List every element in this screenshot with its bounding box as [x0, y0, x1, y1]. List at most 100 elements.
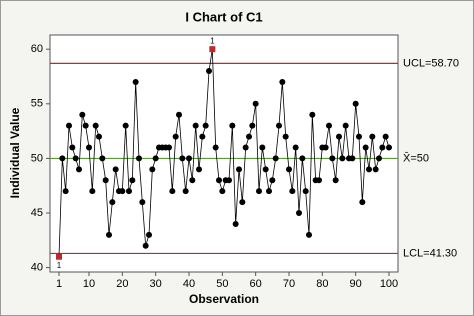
- data-point: [212, 144, 219, 151]
- data-point: [102, 177, 109, 184]
- data-point: [366, 166, 372, 173]
- data-point: [189, 177, 196, 184]
- data-point: [216, 177, 222, 184]
- data-point: [342, 122, 349, 129]
- data-point: [306, 231, 312, 238]
- data-point: [226, 177, 232, 184]
- data-point: [286, 166, 292, 173]
- data-point: [362, 144, 369, 151]
- flagged-point: [56, 253, 62, 260]
- data-point: [349, 155, 356, 162]
- x-tick-label: 60: [250, 278, 262, 290]
- data-point: [352, 100, 359, 107]
- data-point: [272, 155, 279, 162]
- data-point: [302, 188, 309, 195]
- data-point: [146, 231, 152, 238]
- data-point: [86, 144, 92, 151]
- data-point: [76, 166, 82, 173]
- data-point: [92, 122, 99, 129]
- data-point: [106, 231, 112, 238]
- data-point: [176, 111, 182, 118]
- data-point: [112, 166, 119, 173]
- data-line: [58, 49, 390, 257]
- plot-area: [49, 34, 399, 273]
- data-point: [119, 188, 126, 195]
- data-point: [62, 188, 69, 195]
- x-tick-label: 10: [83, 278, 95, 290]
- data-point: [376, 155, 382, 162]
- data-point: [372, 166, 379, 173]
- y-axis-label: Individual Value: [8, 107, 22, 198]
- data-point: [109, 199, 116, 206]
- flagged-point: [209, 46, 216, 53]
- y-tick-label: 45: [31, 207, 43, 219]
- data-point: [132, 78, 139, 85]
- data-point: [99, 155, 106, 162]
- x-tick-label: 70: [283, 278, 295, 290]
- chart-title: I Chart of C1: [185, 9, 262, 24]
- data-point: [122, 122, 129, 129]
- data-point: [332, 177, 339, 184]
- data-point: [172, 133, 179, 140]
- data-point: [359, 199, 366, 206]
- x-tick-label: 100: [380, 278, 398, 290]
- data-point: [126, 188, 132, 195]
- y-tick-label: 60: [31, 43, 43, 55]
- data-point: [386, 144, 392, 151]
- data-point: [336, 133, 342, 140]
- data-point: [196, 166, 202, 173]
- data-point: [199, 133, 206, 140]
- data-point: [202, 122, 209, 129]
- data-point: [82, 122, 89, 129]
- data-point: [322, 144, 329, 151]
- data-point: [326, 122, 332, 129]
- data-point: [169, 188, 176, 195]
- data-point: [219, 188, 226, 195]
- data-point: [256, 188, 262, 195]
- data-point: [356, 133, 362, 140]
- control-label: UCL=58.70: [403, 57, 459, 69]
- data-point: [299, 155, 306, 162]
- data-point: [259, 144, 266, 151]
- data-point: [309, 111, 316, 118]
- x-tick-label: 50: [216, 278, 228, 290]
- data-point: [206, 68, 212, 75]
- data-point: [186, 155, 192, 162]
- data-point: [59, 155, 66, 162]
- data-point: [292, 144, 299, 151]
- x-tick-label: 30: [150, 278, 162, 290]
- flag-label: 1: [57, 261, 62, 270]
- data-point: [262, 166, 269, 173]
- data-point: [269, 177, 276, 184]
- data-point: [229, 122, 236, 129]
- data-point: [96, 133, 102, 140]
- x-tick-label: 90: [350, 278, 362, 290]
- data-point: [249, 122, 256, 129]
- data-point: [179, 155, 186, 162]
- data-point: [139, 199, 146, 206]
- data-point: [72, 155, 79, 162]
- data-point: [382, 133, 389, 140]
- data-point: [252, 100, 259, 107]
- data-point: [369, 133, 376, 140]
- y-tick-label: 55: [31, 98, 43, 110]
- data-point: [296, 210, 302, 217]
- data-point: [289, 188, 296, 195]
- y-tick-label: 40: [31, 262, 43, 274]
- data-point: [152, 155, 159, 162]
- data-point: [239, 199, 246, 206]
- x-tick-label: 20: [116, 278, 128, 290]
- data-point: [89, 188, 96, 195]
- data-point: [192, 122, 199, 129]
- flag-label: 1: [210, 36, 215, 45]
- data-point: [236, 166, 242, 173]
- data-point: [79, 111, 86, 118]
- x-axis-label: Observation: [189, 292, 259, 306]
- data-point: [246, 133, 252, 140]
- x-tick-label: 80: [316, 278, 328, 290]
- x-tick-label: 40: [183, 278, 195, 290]
- data-point: [282, 133, 289, 140]
- data-point: [276, 122, 282, 129]
- data-point: [129, 177, 136, 184]
